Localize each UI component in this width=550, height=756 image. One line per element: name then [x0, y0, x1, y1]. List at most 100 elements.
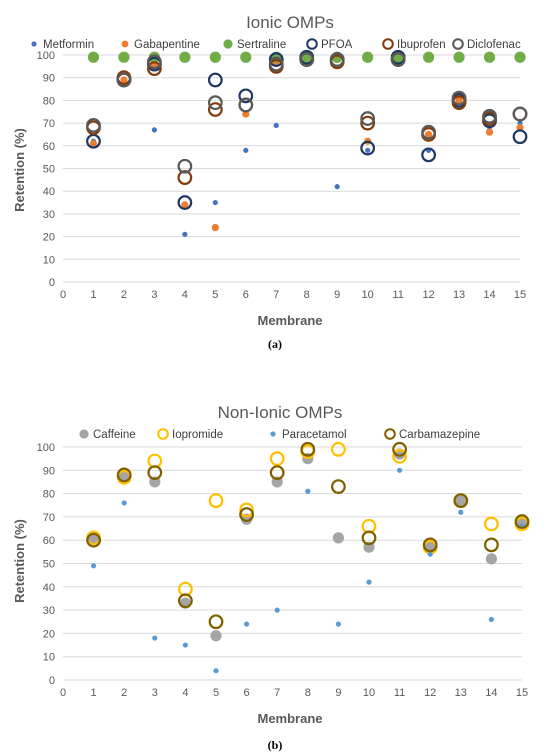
x-tick-label: 10: [363, 687, 375, 699]
x-tick-label: 1: [91, 687, 97, 699]
x-tick-label: 15: [514, 289, 526, 301]
legend-item-gabapentine: Gabapentine: [121, 39, 200, 51]
chart-title: Ionic OMPs: [246, 13, 334, 32]
y-tick-label: 70: [43, 118, 55, 130]
x-tick-label: 3: [151, 289, 157, 301]
panel-label: (a): [268, 337, 282, 351]
point-gabapentine: [181, 201, 189, 209]
point-paracetamol: [305, 488, 311, 494]
point-paracetamol: [121, 500, 127, 506]
legend-item-paracetamol: Paracetamol: [270, 429, 347, 441]
y-tick-label: 70: [43, 512, 55, 524]
point-diclofenac: [268, 56, 284, 72]
y-tick-label: 100: [37, 442, 55, 454]
y-tick-label: 10: [43, 254, 55, 266]
point-pfoa: [238, 88, 254, 104]
x-tick-label: 7: [273, 289, 279, 301]
x-tick-label: 13: [453, 289, 465, 301]
gridlines: [63, 446, 522, 681]
point-diclofenac: [238, 97, 254, 113]
point-carbamazepine: [269, 465, 285, 481]
x-axis-title: Membrane: [257, 313, 322, 328]
legend-label: Metformin: [43, 39, 94, 51]
point-diclofenac: [390, 52, 406, 67]
x-tick-label: 10: [362, 289, 374, 301]
point-sertraline: [423, 51, 435, 63]
point-diclofenac: [482, 108, 497, 124]
point-iopromide: [331, 441, 346, 457]
legend-marker: [79, 429, 89, 439]
point-carbamazepine: [147, 465, 163, 481]
point-paracetamol: [427, 551, 433, 557]
point-metformin: [151, 127, 157, 133]
panel-label: (b): [268, 738, 283, 752]
point-diclofenac: [421, 124, 437, 140]
x-tick-label: 2: [121, 687, 127, 699]
point-paracetamol: [213, 668, 219, 674]
point-ibuprofen: [360, 115, 376, 131]
data-points: [86, 441, 530, 674]
x-tick-labels: 0 1 2 3 4 5 6 7 8 9 10 11 12 13 14 15: [60, 687, 528, 699]
point-pfoa: [360, 140, 376, 156]
point-diclofenac: [329, 52, 345, 67]
point-carbamazepine: [86, 532, 101, 548]
y-tick-label: 50: [43, 164, 55, 176]
point-diclofenac: [146, 54, 162, 70]
point-sertraline: [209, 51, 221, 63]
x-tick-label: 5: [213, 687, 219, 699]
legend-item-sertraline: Sertraline: [223, 39, 286, 51]
legend-label: Gabapentine: [134, 39, 200, 51]
x-tick-labels: 0 1 2 3 4 5 6 7 8 9 10 11 12 13 14 15: [60, 289, 526, 301]
point-sertraline: [118, 51, 130, 63]
point-paracetamol: [335, 621, 341, 627]
x-tick-label: 0: [60, 687, 66, 699]
legend-label: Diclofenac: [467, 39, 521, 51]
point-paracetamol: [244, 621, 250, 627]
x-tick-label: 12: [422, 289, 434, 301]
x-tick-label: 4: [182, 289, 188, 301]
x-tick-label: 5: [212, 289, 218, 301]
y-axis-title: Retention (%): [12, 519, 27, 603]
point-caffeine: [210, 630, 222, 642]
point-gabapentine: [485, 128, 494, 136]
data-points: [86, 49, 528, 237]
point-sertraline: [514, 51, 526, 63]
x-axis-title: Membrane: [257, 711, 322, 726]
legend-label: Caffeine: [93, 429, 136, 441]
point-pfoa: [421, 147, 437, 163]
x-tick-label: 3: [152, 687, 158, 699]
x-tick-label: 11: [394, 687, 405, 699]
point-carbamazepine: [116, 467, 132, 483]
point-diclofenac: [512, 106, 528, 122]
y-tick-label: 20: [43, 628, 55, 640]
point-gabapentine: [242, 110, 250, 118]
legend-item-diclofenac: Diclofenac: [452, 38, 521, 51]
x-tick-label: 7: [274, 687, 280, 699]
point-iopromide: [239, 502, 255, 518]
legend: Metformin Gabapentine Sertraline PFOA Ibupro…: [31, 38, 521, 51]
point-carbamazepine: [361, 530, 377, 546]
y-tick-label: 20: [43, 232, 55, 244]
x-tick-label: 9: [334, 289, 340, 301]
point-carbamazepine: [208, 614, 224, 630]
point-carbamazepine: [300, 441, 316, 457]
x-tick-label: 2: [121, 289, 127, 301]
point-paracetamol: [488, 616, 494, 623]
point-diclofenac: [177, 158, 193, 174]
legend: Caffeine Iopromide Paracetamol Carbamazepin…: [79, 428, 480, 441]
point-paracetamol: [274, 607, 280, 613]
point-sertraline: [362, 51, 374, 63]
x-tick-label: 4: [182, 687, 188, 699]
y-axis-title: Retention (%): [12, 128, 27, 212]
point-metformin: [182, 231, 188, 237]
point-metformin: [212, 199, 218, 206]
point-carbamazepine: [453, 493, 469, 508]
x-tick-label: 9: [335, 687, 341, 699]
point-ibuprofen: [451, 95, 467, 111]
legend-item-caffeine: Caffeine: [79, 429, 136, 441]
legend-marker: [382, 38, 394, 50]
point-ibuprofen: [146, 61, 162, 77]
point-carbamazepine: [422, 537, 438, 553]
x-tick-label: 14: [483, 289, 495, 301]
x-tick-label: 15: [516, 687, 528, 699]
